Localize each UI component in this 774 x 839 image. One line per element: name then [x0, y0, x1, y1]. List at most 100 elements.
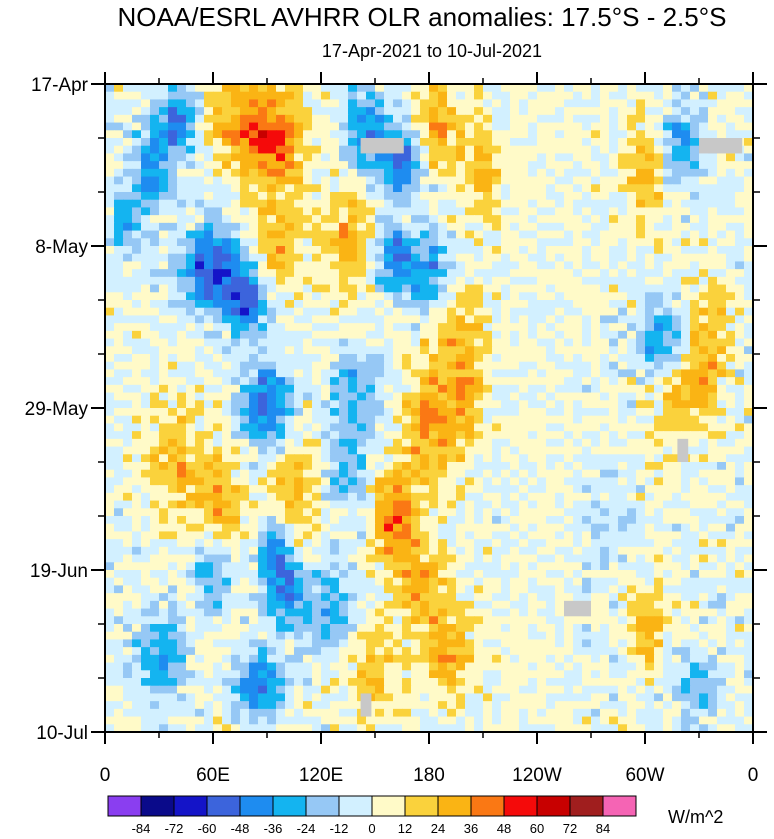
heatmap-cell: [375, 99, 385, 108]
heatmap-cell: [519, 531, 529, 540]
heatmap-cell: [744, 215, 754, 224]
heatmap-cell: [123, 145, 133, 155]
heatmap-cell: [123, 330, 133, 340]
heatmap-cell: [465, 184, 475, 193]
heatmap-cell: [735, 238, 745, 247]
heatmap-cell: [312, 431, 322, 440]
heatmap-cell: [222, 330, 232, 340]
heatmap-cell: [654, 138, 664, 147]
heatmap-cell: [141, 276, 151, 286]
heatmap-cell: [177, 423, 187, 432]
heatmap-cell: [537, 184, 547, 193]
heatmap-cell: [501, 593, 511, 602]
heatmap-cell: [411, 508, 421, 517]
heatmap-cell: [258, 230, 268, 239]
heatmap-cell: [267, 600, 277, 610]
heatmap-cell: [708, 469, 718, 479]
heatmap-cell: [105, 585, 115, 594]
heatmap-cell: [663, 508, 673, 517]
heatmap-cell: [330, 415, 340, 425]
heatmap-cell: [501, 276, 511, 286]
heatmap-cell: [483, 192, 493, 201]
heatmap-cell: [618, 570, 628, 579]
heatmap-cell: [483, 107, 493, 116]
heatmap-cell: [150, 122, 160, 131]
heatmap-cell: [528, 161, 538, 170]
heatmap-cell: [276, 261, 286, 270]
heatmap-cell: [204, 593, 214, 602]
heatmap-cell: [600, 145, 610, 155]
heatmap-cell: [645, 330, 655, 340]
heatmap-cell: [564, 114, 574, 124]
heatmap-cell: [231, 145, 241, 155]
heatmap-cell: [258, 585, 268, 594]
heatmap-cell: [438, 161, 448, 170]
heatmap-cell: [249, 300, 259, 309]
heatmap-cell: [699, 454, 709, 463]
heatmap-cell: [285, 261, 295, 270]
heatmap-cell: [393, 500, 403, 509]
heatmap-cell: [240, 84, 250, 93]
heatmap-cell: [681, 84, 691, 93]
heatmap-cell: [258, 91, 268, 101]
heatmap-cell: [222, 315, 232, 324]
heatmap-cell: [348, 338, 358, 347]
heatmap-cell: [555, 523, 565, 533]
heatmap-cell: [213, 145, 223, 155]
heatmap-cell: [456, 431, 466, 440]
heatmap-cell: [321, 161, 331, 170]
heatmap-cell: [150, 99, 160, 108]
heatmap-cell: [204, 122, 214, 131]
heatmap-cell: [528, 546, 538, 556]
heatmap-cell: [555, 307, 565, 317]
heatmap-cell: [231, 300, 241, 309]
heatmap-cell: [330, 99, 340, 108]
heatmap-cell: [618, 153, 628, 162]
heatmap-cell: [510, 292, 520, 301]
heatmap-cell: [600, 284, 610, 293]
heatmap-cell: [348, 230, 358, 239]
heatmap-cell: [249, 145, 259, 155]
heatmap-cell: [357, 516, 367, 525]
heatmap-cell: [690, 400, 700, 409]
heatmap-cell: [240, 577, 250, 587]
heatmap-cell: [249, 415, 259, 425]
heatmap-cell: [249, 315, 259, 324]
heatmap-cell: [420, 384, 430, 394]
heatmap-cell: [402, 276, 412, 286]
heatmap-cell: [672, 562, 682, 571]
heatmap-cell: [492, 222, 502, 232]
heatmap-cell: [573, 500, 583, 509]
heatmap-cell: [249, 138, 259, 147]
heatmap-cell: [294, 523, 304, 533]
heatmap-cell: [717, 508, 727, 517]
heatmap-cell: [150, 261, 160, 270]
heatmap-cell: [105, 230, 115, 239]
heatmap-cell: [456, 377, 466, 386]
heatmap-cell: [321, 122, 331, 131]
heatmap-cell: [690, 153, 700, 162]
heatmap-cell: [276, 523, 286, 533]
heatmap-cell: [654, 469, 664, 479]
heatmap-cell: [375, 423, 385, 432]
heatmap-cell: [618, 446, 628, 455]
heatmap-cell: [384, 199, 394, 209]
heatmap-cell: [582, 207, 592, 216]
heatmap-cell: [456, 114, 466, 124]
heatmap-cell: [285, 246, 295, 255]
heatmap-cell: [708, 261, 718, 270]
heatmap-cell: [726, 246, 736, 255]
heatmap-cell: [384, 122, 394, 131]
heatmap-cell: [177, 516, 187, 525]
heatmap-cell: [384, 346, 394, 355]
heatmap-cell: [258, 392, 268, 401]
heatmap-cell: [276, 454, 286, 463]
heatmap-cell: [177, 130, 187, 139]
heatmap-cell: [564, 392, 574, 401]
heatmap-cell: [375, 600, 385, 610]
heatmap-cell: [519, 570, 529, 579]
heatmap-cell: [267, 199, 277, 209]
heatmap-cell: [663, 307, 673, 317]
heatmap-cell: [330, 500, 340, 509]
heatmap-cell: [636, 423, 646, 432]
